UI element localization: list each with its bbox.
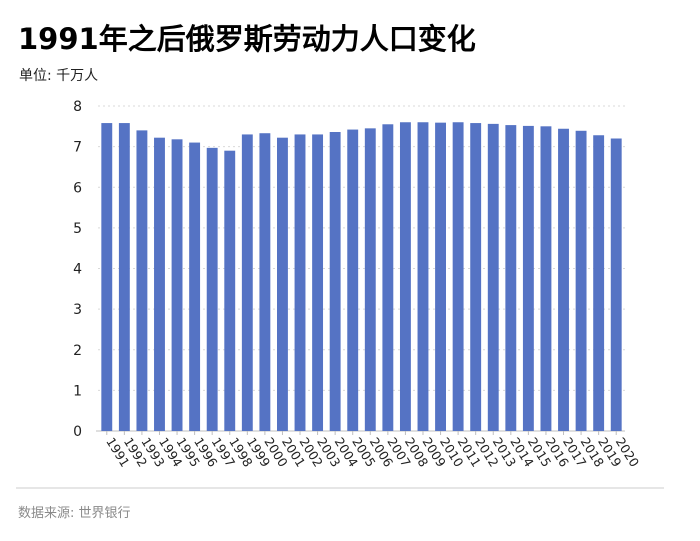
y-tick-label: 1 bbox=[73, 383, 82, 399]
bar-1999 bbox=[241, 134, 253, 431]
bar-1994 bbox=[154, 137, 165, 431]
bar-2018 bbox=[575, 130, 587, 431]
y-tick-label: 7 bbox=[73, 140, 82, 156]
bar-2020 bbox=[610, 138, 622, 431]
divider bbox=[16, 487, 664, 489]
bar-2007 bbox=[382, 124, 394, 431]
y-tick-label: 4 bbox=[73, 262, 82, 278]
bar-chart: 0123456781991199219931994199519961997199… bbox=[73, 99, 642, 470]
bar-2014 bbox=[505, 125, 517, 431]
bar-2006 bbox=[364, 128, 376, 431]
bar-2017 bbox=[558, 128, 569, 431]
bar-1995 bbox=[171, 139, 183, 431]
bar-2016 bbox=[540, 126, 552, 431]
bar-2009 bbox=[417, 122, 429, 431]
bar-1992 bbox=[118, 123, 130, 431]
bar-1991 bbox=[101, 123, 113, 431]
bar-2013 bbox=[487, 123, 499, 431]
y-tick-label: 6 bbox=[73, 180, 82, 196]
bar-1993 bbox=[136, 130, 148, 431]
unit-label: 单位: 千万人 bbox=[19, 68, 99, 84]
bar-2005 bbox=[347, 129, 359, 431]
bar-2001 bbox=[277, 137, 288, 431]
bar-2011 bbox=[452, 122, 464, 431]
y-tick-label: 8 bbox=[73, 99, 82, 115]
bar-2000 bbox=[259, 133, 271, 431]
bar-2010 bbox=[435, 122, 446, 431]
bar-1998 bbox=[224, 150, 236, 431]
bar-2019 bbox=[593, 135, 605, 431]
source-note: 数据来源: 世界银行 bbox=[18, 506, 131, 521]
bar-2003 bbox=[312, 134, 324, 431]
bar-2015 bbox=[522, 125, 534, 431]
bar-2002 bbox=[294, 134, 306, 431]
bar-2004 bbox=[329, 132, 341, 431]
bar-2012 bbox=[470, 123, 482, 431]
y-tick-label: 2 bbox=[73, 343, 82, 359]
y-tick-label: 0 bbox=[73, 424, 82, 440]
bar-1996 bbox=[189, 142, 201, 431]
y-tick-label: 5 bbox=[73, 221, 82, 237]
bar-2008 bbox=[399, 122, 411, 431]
y-tick-label: 3 bbox=[73, 302, 82, 318]
chart-title: 1991年之后俄罗斯劳动力人口变化 bbox=[18, 22, 476, 56]
bar-1997 bbox=[206, 147, 218, 431]
